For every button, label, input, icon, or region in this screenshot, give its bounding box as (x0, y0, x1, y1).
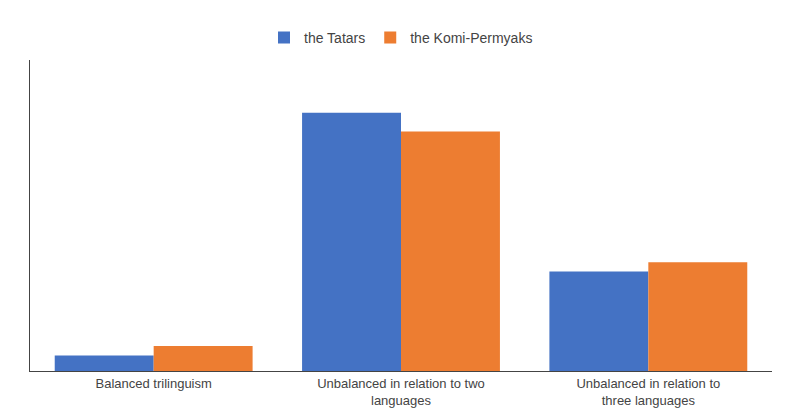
svg-text:Unbalanced in relation tothree: Unbalanced in relation tothree languages (576, 376, 720, 408)
svg-text:Balanced trilinguism: Balanced trilinguism (95, 376, 211, 391)
svg-text:the Komi-Permyaks: the Komi-Permyaks (410, 30, 532, 46)
svg-text:the Tatars: the Tatars (304, 30, 365, 46)
svg-text:Unbalanced in relation to twol: Unbalanced in relation to twolanguages (317, 376, 485, 408)
